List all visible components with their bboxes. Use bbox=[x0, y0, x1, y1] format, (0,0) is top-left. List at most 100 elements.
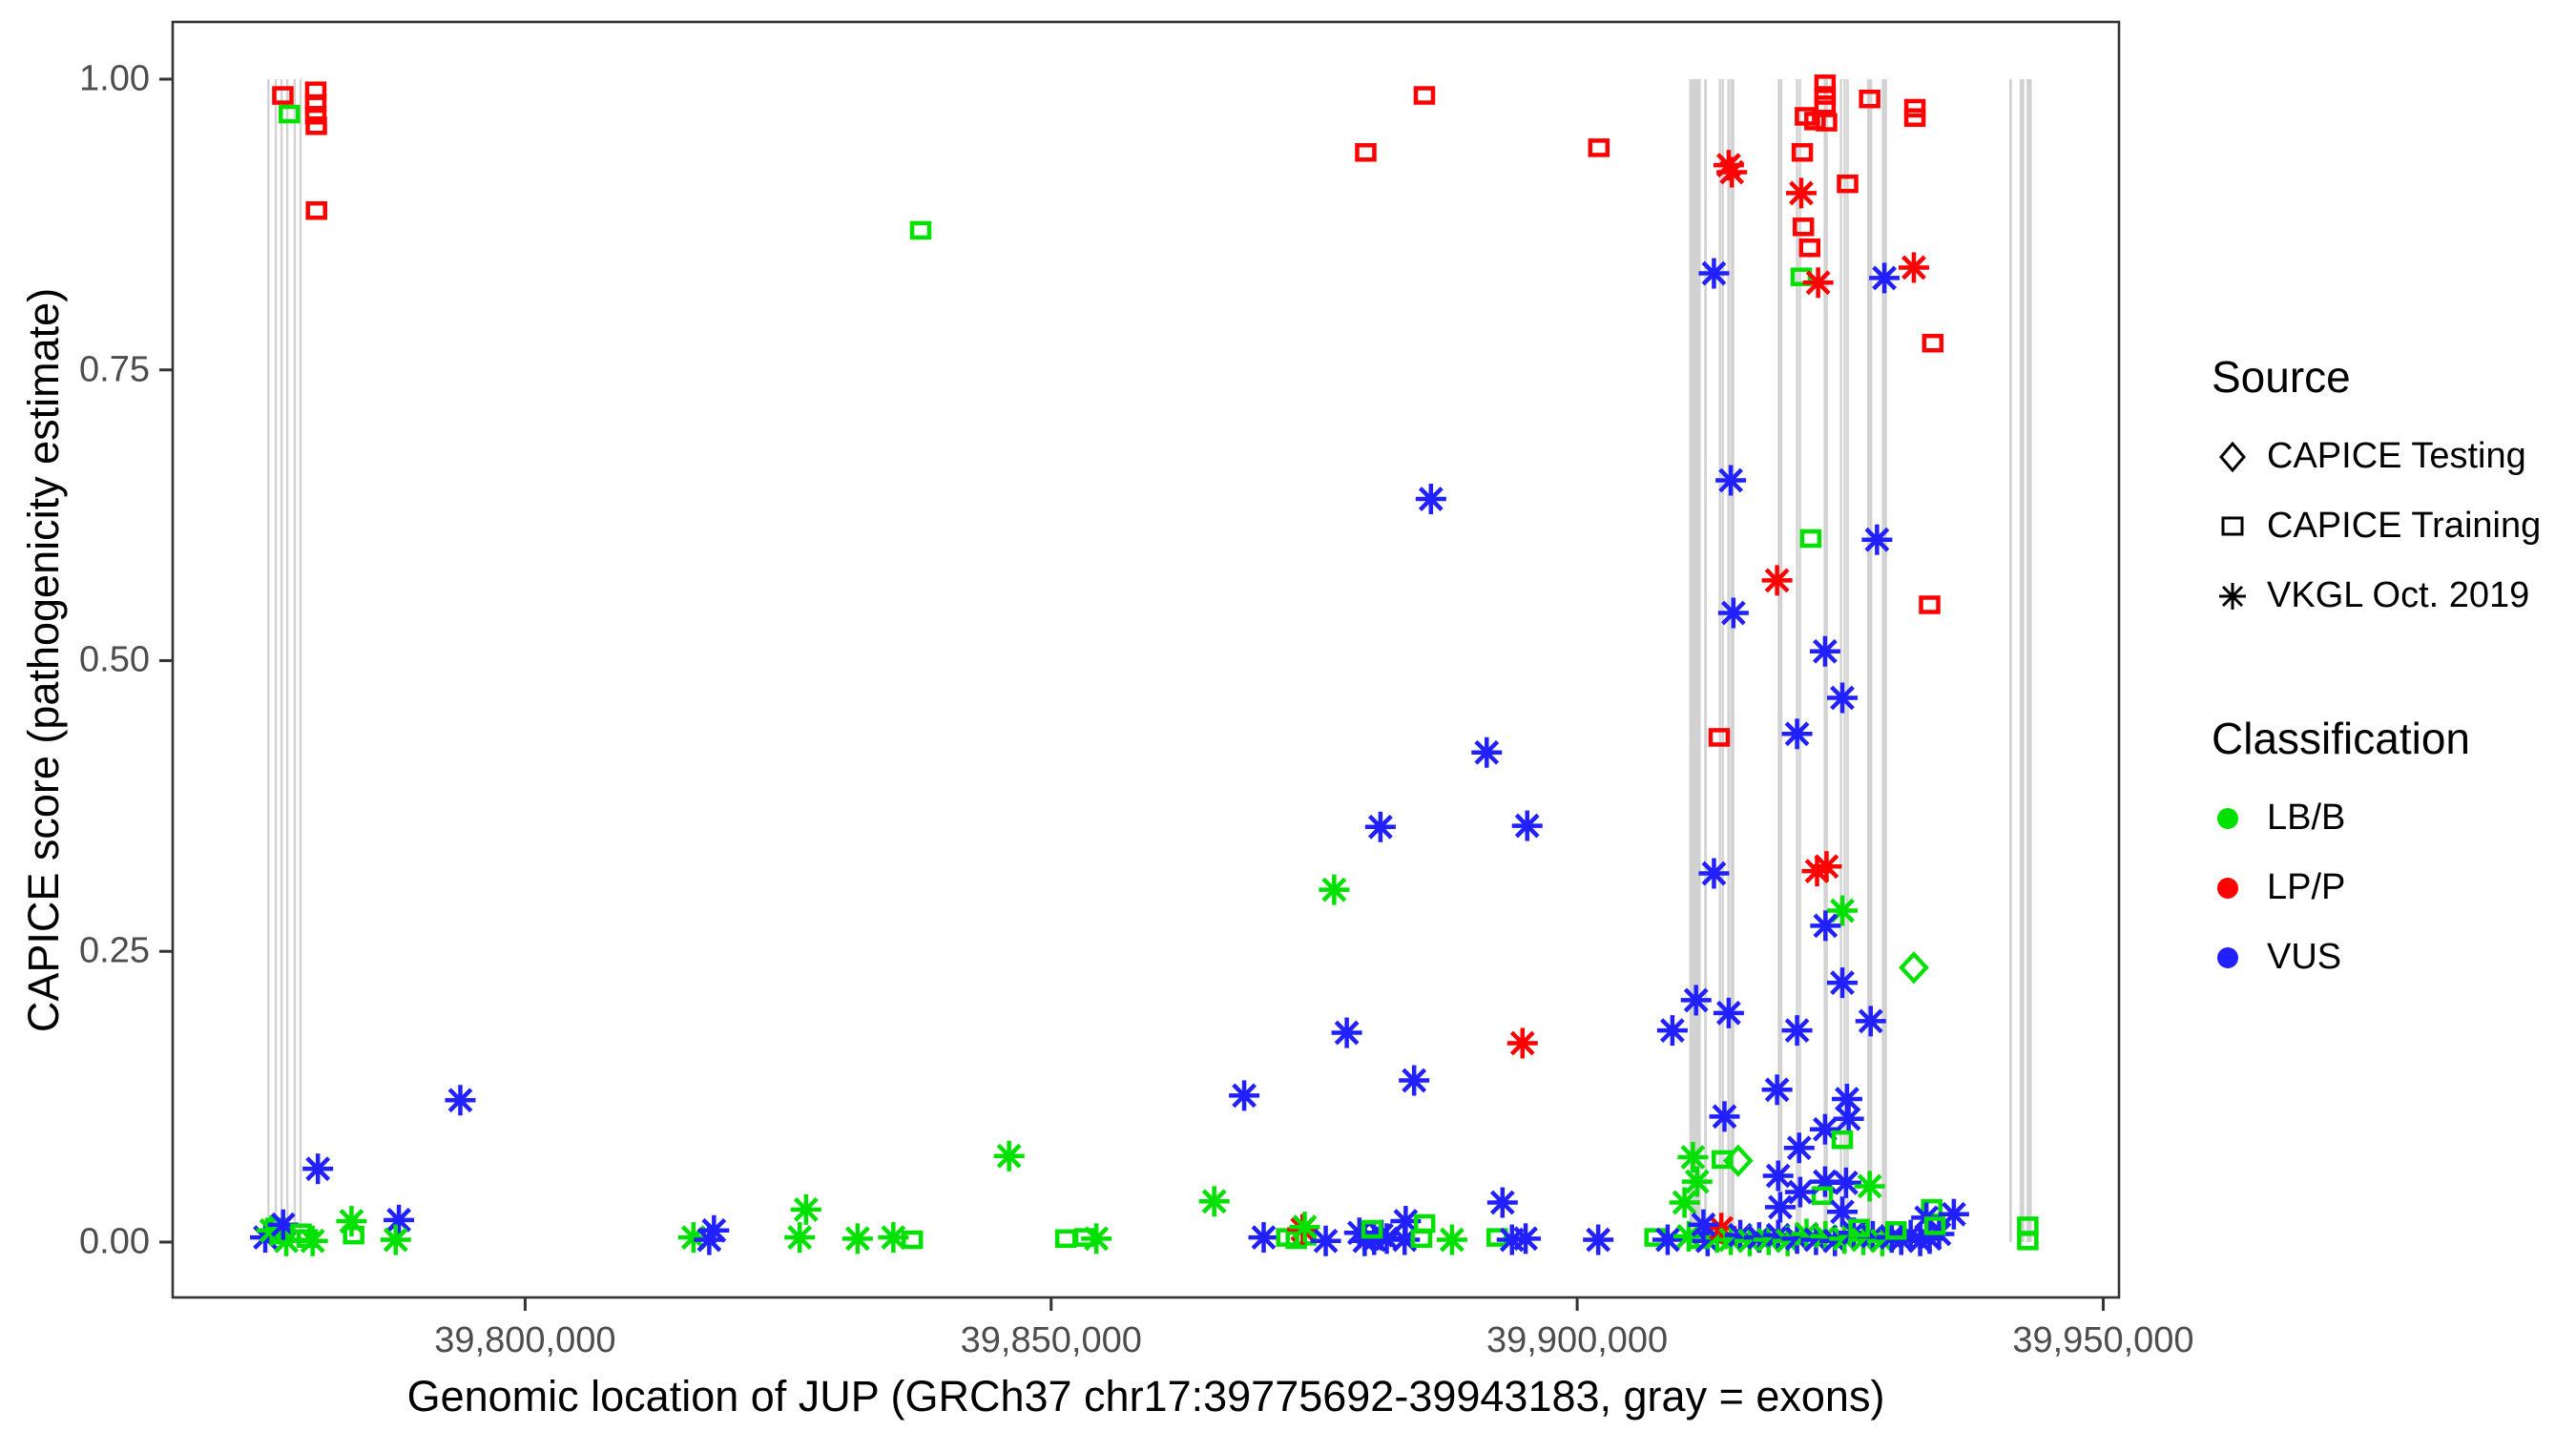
data-point-asterisk bbox=[841, 1223, 873, 1255]
data-point-asterisk bbox=[1833, 1103, 1864, 1134]
exon-band bbox=[274, 78, 278, 1242]
data-point-asterisk bbox=[1809, 1113, 1840, 1145]
legend-source-group: Source CAPICE Testing CAPICE Training bbox=[2212, 351, 2570, 631]
data-point-asterisk bbox=[1826, 682, 1858, 714]
legend-source-title: Source bbox=[2212, 352, 2351, 402]
x-tick-label: 39,850,000 bbox=[960, 1320, 1142, 1360]
data-point-diamond bbox=[1899, 951, 1929, 985]
data-point-asterisk bbox=[1761, 565, 1793, 596]
data-point-asterisk bbox=[1938, 1198, 1969, 1230]
data-point-square bbox=[901, 1230, 924, 1250]
data-point-asterisk bbox=[1802, 267, 1834, 299]
exon-band bbox=[1796, 78, 1798, 1242]
data-point-asterisk bbox=[1761, 1074, 1793, 1106]
data-point-asterisk bbox=[790, 1193, 821, 1225]
data-point-square bbox=[1923, 1216, 1946, 1235]
legend-classification-group: Classification LB/B LP/P VUS bbox=[2212, 713, 2570, 992]
data-point-asterisk bbox=[1399, 1065, 1430, 1096]
data-point-asterisk bbox=[1681, 1166, 1713, 1197]
data-point-asterisk bbox=[1709, 1101, 1740, 1132]
legend-item-label: VKGL Oct. 2019 bbox=[2267, 575, 2530, 615]
data-point-asterisk bbox=[1688, 1209, 1719, 1240]
data-point-square bbox=[1413, 86, 1436, 105]
data-point-square bbox=[304, 106, 327, 125]
legend-classification-title: Classification bbox=[2212, 714, 2470, 763]
data-point-square bbox=[1708, 728, 1731, 747]
data-point-asterisk bbox=[1855, 1006, 1886, 1037]
data-point-square bbox=[272, 86, 294, 105]
exon-band bbox=[1843, 78, 1846, 1242]
data-point-asterisk bbox=[1677, 1141, 1709, 1172]
legend-item-vus: VUS bbox=[2212, 923, 2570, 992]
asterisk-icon bbox=[2212, 575, 2267, 617]
data-point-asterisk bbox=[1198, 1186, 1230, 1217]
data-point-asterisk bbox=[1310, 1225, 1341, 1256]
data-point-diamond bbox=[1722, 1144, 1754, 1177]
y-tick-label: 0.50 bbox=[79, 639, 150, 680]
legend-item-capice-training: CAPICE Training bbox=[2212, 491, 2570, 561]
data-point-asterisk bbox=[1331, 1017, 1362, 1048]
data-point-asterisk bbox=[384, 1204, 415, 1235]
exon-band bbox=[293, 78, 297, 1242]
data-point-asterisk bbox=[1656, 1015, 1688, 1047]
data-point-square bbox=[909, 220, 932, 240]
data-point-asterisk bbox=[1471, 736, 1503, 768]
data-point-square bbox=[1903, 98, 1926, 118]
data-point-square bbox=[2017, 1232, 2039, 1251]
data-point-square bbox=[1054, 1229, 1077, 1249]
data-point-asterisk bbox=[677, 1222, 709, 1254]
exon-band bbox=[299, 78, 302, 1242]
data-point-asterisk bbox=[1415, 484, 1446, 515]
data-point-asterisk bbox=[1811, 851, 1842, 882]
data-point-square bbox=[1486, 1228, 1508, 1247]
data-point-asterisk bbox=[1229, 1080, 1260, 1111]
data-point-square bbox=[1816, 113, 1838, 132]
data-point-asterisk bbox=[1698, 858, 1730, 889]
data-point-asterisk bbox=[1762, 1160, 1794, 1192]
diamond-icon bbox=[2212, 436, 2267, 478]
red-dot-icon bbox=[2212, 867, 2267, 909]
exon-band bbox=[2019, 78, 2025, 1242]
x-tick-label: 39,950,000 bbox=[2012, 1320, 2194, 1360]
data-point-asterisk bbox=[1717, 597, 1749, 629]
data-point-asterisk bbox=[1781, 718, 1813, 750]
data-point-asterisk bbox=[1583, 1224, 1614, 1255]
legend-item-vkgl: VKGL Oct. 2019 bbox=[2212, 561, 2570, 631]
data-point-asterisk bbox=[1869, 262, 1901, 294]
exon-band bbox=[1846, 78, 1849, 1242]
data-point-square bbox=[1410, 1229, 1433, 1249]
legend-item-label: LP/P bbox=[2267, 867, 2346, 907]
data-point-asterisk bbox=[1826, 967, 1858, 999]
data-point-asterisk bbox=[1289, 1212, 1320, 1243]
exon-band bbox=[1718, 78, 1721, 1242]
legend-item-capice-testing: CAPICE Testing bbox=[2212, 422, 2570, 491]
data-point-square bbox=[279, 104, 301, 124]
blue-dot-icon bbox=[2212, 937, 2267, 979]
data-point-asterisk bbox=[1713, 997, 1744, 1028]
x-axis-title: Genomic location of JUP (GRCh37 chr17:39… bbox=[406, 1372, 1885, 1421]
data-point-asterisk bbox=[1081, 1223, 1112, 1255]
legend-item-label: CAPICE Training bbox=[2267, 506, 2542, 546]
exon-band bbox=[1721, 78, 1724, 1242]
data-point-square bbox=[1804, 112, 1826, 131]
data-point-square bbox=[304, 93, 327, 114]
data-point-asterisk bbox=[1506, 1027, 1538, 1059]
data-point-asterisk bbox=[1486, 1187, 1518, 1218]
exon-band bbox=[2009, 78, 2012, 1242]
data-point-asterisk bbox=[1716, 156, 1748, 188]
square-icon bbox=[2212, 506, 2267, 548]
data-point-square bbox=[1814, 86, 1837, 105]
data-point-square bbox=[343, 1225, 364, 1245]
data-point-asterisk bbox=[1715, 465, 1747, 496]
data-point-square bbox=[1903, 108, 1926, 127]
legend-item-lbb: LB/B bbox=[2212, 783, 2570, 853]
data-point-asterisk bbox=[1248, 1222, 1279, 1254]
x-tick-label: 39,800,000 bbox=[434, 1320, 616, 1360]
data-point-asterisk bbox=[784, 1222, 816, 1254]
legend: Source CAPICE Testing CAPICE Training bbox=[2212, 351, 2570, 992]
data-point-asterisk bbox=[1898, 252, 1929, 283]
data-point-asterisk bbox=[1319, 874, 1350, 905]
exon-band bbox=[1689, 78, 1701, 1242]
data-point-square bbox=[1884, 1221, 1907, 1240]
legend-item-label: VUS bbox=[2267, 937, 2342, 977]
